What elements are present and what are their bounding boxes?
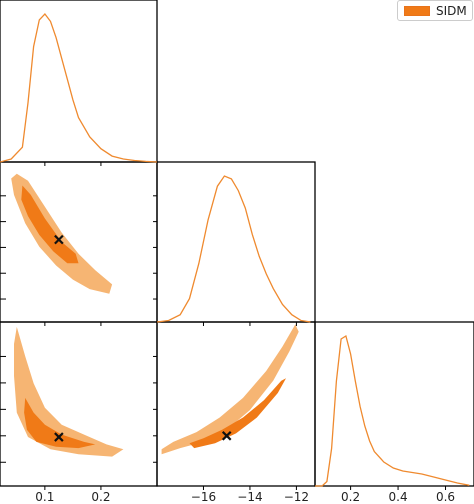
- contour-outer-0: [11, 173, 113, 294]
- marginal-line-1: [156, 175, 311, 323]
- x-tick-label: 0.2: [341, 490, 360, 504]
- legend-swatch: [404, 5, 430, 16]
- best-fit-marker-1: [54, 432, 64, 442]
- x-tick-label: −12: [284, 490, 309, 504]
- contour-inner-2: [189, 378, 286, 449]
- legend-label: SIDM: [436, 3, 467, 18]
- x-tick-label: −14: [237, 490, 262, 504]
- x-tick-label: 0.2: [91, 490, 110, 504]
- marginal-line-2: [315, 334, 470, 487]
- x-tick-label: −16: [191, 490, 216, 504]
- contour-inner-0: [21, 185, 79, 264]
- legend: SIDM: [397, 0, 473, 21]
- best-fit-marker-0: [54, 234, 64, 245]
- panel-frame: [314, 321, 474, 487]
- x-tick-label: 0.6: [436, 490, 455, 504]
- x-tick-label: 0.1: [35, 490, 54, 504]
- contour-inner-1: [24, 397, 96, 449]
- x-tick-label: 0.4: [389, 490, 408, 504]
- marginal-line-0: [0, 12, 158, 163]
- contour-outer-2: [161, 324, 299, 455]
- best-fit-marker-2: [221, 431, 232, 441]
